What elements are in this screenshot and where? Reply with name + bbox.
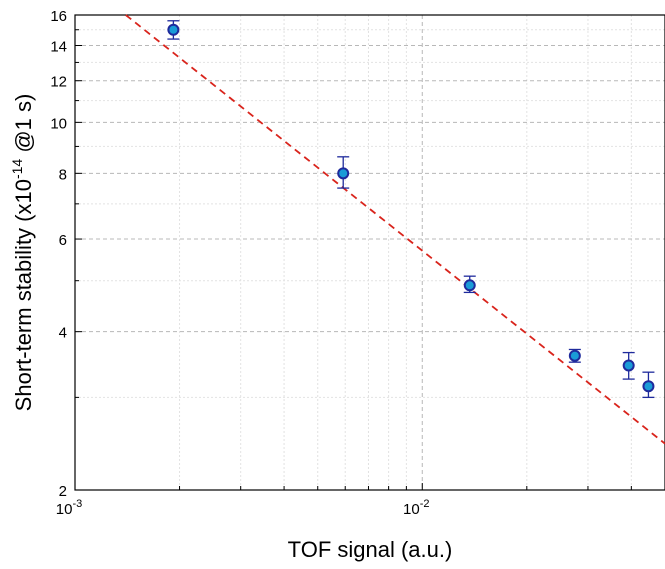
y-tick-label: 16 [50,8,67,25]
x-tick-exponent: -3 [72,498,82,510]
x-tick-exponent: -2 [420,498,430,510]
y-tick-label: 14 [50,39,67,56]
x-tick-label: 10-2 [403,498,429,518]
plot-frame [74,14,665,491]
data-point [463,275,476,294]
y-axis-title-superscript: -14 [9,159,25,179]
x-axis-title: TOF signal (a.u.) [288,537,453,562]
data-point [337,156,350,189]
x-tick-base: 10 [403,501,420,518]
data-point [568,348,581,363]
x-tick-labels: 10-3 10-2 [56,498,430,518]
y-tick-label: 2 [59,483,67,500]
point-marker [463,279,476,292]
y-tick-label: 8 [59,166,67,183]
point-marker [568,349,581,362]
y-tick-label: 12 [50,74,67,91]
point-marker [642,380,655,393]
y-axis-title-suffix: @1 s) [11,94,36,159]
y-axis-title: Short-term stability (x10-14 @1 s) [9,94,36,412]
data-points [167,20,655,399]
x-tick-label: 10-3 [56,498,82,518]
data-point [642,371,655,399]
grid-lines [74,14,665,491]
data-point [622,351,635,380]
point-marker [167,23,180,36]
x-tick-base: 10 [56,501,73,518]
fit-line [125,14,665,445]
point-marker [622,359,635,372]
y-axis-title-main: Short-term stability (x10 [11,179,36,411]
y-tick-labels: 2 4 6 8 10 12 14 16 [50,8,67,500]
y-tick-label: 6 [59,232,67,249]
point-marker [337,167,350,180]
data-point [167,20,180,40]
y-tick-label: 10 [50,115,67,132]
y-tick-label: 4 [59,325,67,342]
axis-ticks [74,14,665,491]
